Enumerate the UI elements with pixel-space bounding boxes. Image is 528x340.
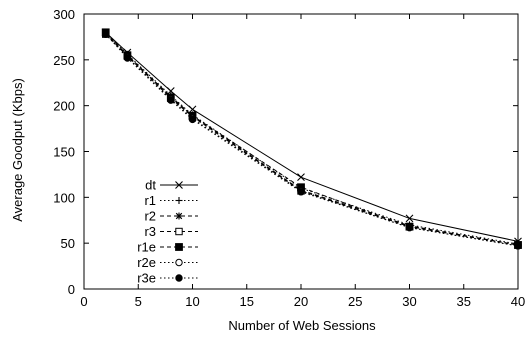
data-point-r3e: [405, 223, 414, 232]
x-tick-label: 35: [457, 294, 471, 309]
x-tick-label: 0: [80, 294, 87, 309]
data-point-r3e: [297, 188, 305, 196]
series-r2e: [102, 30, 522, 250]
marker-stroke: [405, 214, 414, 223]
marker-shape: [123, 54, 132, 62]
legend-item-r1: r1: [144, 193, 198, 208]
marker-stroke: [175, 212, 183, 220]
marker-shape: [405, 223, 414, 232]
series-line-dt: [105, 31, 519, 242]
y-tick-label: 200: [53, 99, 75, 114]
marker-shape: [167, 96, 175, 104]
x-tick-label: 5: [135, 294, 142, 309]
legend-label: r2: [144, 209, 156, 224]
data-point-r3e: [123, 54, 132, 62]
data-point-dt: [405, 214, 414, 223]
legend-marker: [175, 274, 183, 282]
y-tick-label: 250: [53, 53, 75, 68]
legend-item-r3e: r3e: [137, 271, 198, 286]
data-point-r3e: [514, 242, 522, 250]
series-r1e: [101, 28, 522, 249]
series-r2: [102, 29, 522, 249]
y-tick-label: 150: [53, 145, 75, 160]
x-tick-label: 15: [240, 294, 254, 309]
data-point-dt: [166, 87, 175, 95]
marker-stroke: [188, 105, 197, 114]
legend-label: r1: [144, 193, 156, 208]
y-axis-title: Average Goodput (Kbps): [10, 78, 25, 222]
legend-marker: [175, 243, 183, 251]
series-dt: [101, 28, 522, 246]
legend-item-dt: dt: [145, 178, 198, 193]
series-line-r3e: [105, 33, 519, 247]
marker-shape: [175, 227, 183, 236]
marker-stroke: [175, 181, 183, 189]
series-r1: [102, 29, 522, 248]
marker-shape: [297, 188, 305, 196]
axes: 0 5 10 15 20 25 30 35 40 0 50 100 150 200 250 300: [53, 7, 525, 309]
series-lines: [101, 28, 522, 250]
y-tick-label: 0: [68, 282, 75, 297]
x-tick-label: 25: [348, 294, 362, 309]
series-r3: [102, 30, 522, 249]
legend-marker: [175, 212, 183, 220]
x-axis-title: Number of Web Sessions: [228, 318, 376, 333]
series-line-r2: [105, 32, 519, 246]
data-point-r3e: [102, 30, 110, 38]
legend-marker: [175, 227, 183, 236]
legend-item-r2e: r2e: [137, 255, 198, 270]
legend-item-r3: r3: [144, 224, 198, 239]
legend-marker: [175, 197, 183, 204]
marker-stroke: [297, 173, 305, 182]
legend-marker: [175, 258, 183, 267]
x-tick-label: 40: [511, 294, 525, 309]
marker-shape: [175, 243, 183, 251]
series-line-r3: [105, 33, 519, 246]
data-point-r3e: [167, 96, 175, 104]
marker-shape: [102, 30, 110, 38]
marker-stroke: [166, 87, 175, 95]
series-r3e: [102, 30, 522, 250]
marker-shape: [175, 274, 183, 282]
legend-label: dt: [145, 178, 156, 193]
y-tick-label: 50: [61, 236, 75, 251]
y-tick-label: 300: [53, 7, 75, 22]
legend-label: r3: [144, 224, 156, 239]
marker-shape: [175, 258, 183, 267]
series-line-r1: [105, 32, 519, 245]
series-line-r2e: [105, 33, 519, 247]
y-tick-label: 100: [53, 190, 75, 205]
x-tick-label: 20: [294, 294, 308, 309]
x-tick-label: 30: [402, 294, 416, 309]
x-tick-label: 10: [185, 294, 199, 309]
legend-label: r1e: [137, 240, 156, 255]
marker-shape: [188, 115, 197, 124]
marker-shape: [514, 242, 522, 250]
series-line-r1e: [105, 31, 519, 246]
data-point-dt: [188, 105, 197, 114]
legend-item-r1e: r1e: [137, 240, 198, 255]
legend-label: r3e: [137, 271, 156, 286]
data-point-r3e: [188, 115, 197, 124]
legend-item-r2: r2: [144, 209, 198, 224]
data-point-dt: [297, 173, 305, 182]
legend-marker: [175, 181, 183, 189]
legend-label: r2e: [137, 255, 156, 270]
